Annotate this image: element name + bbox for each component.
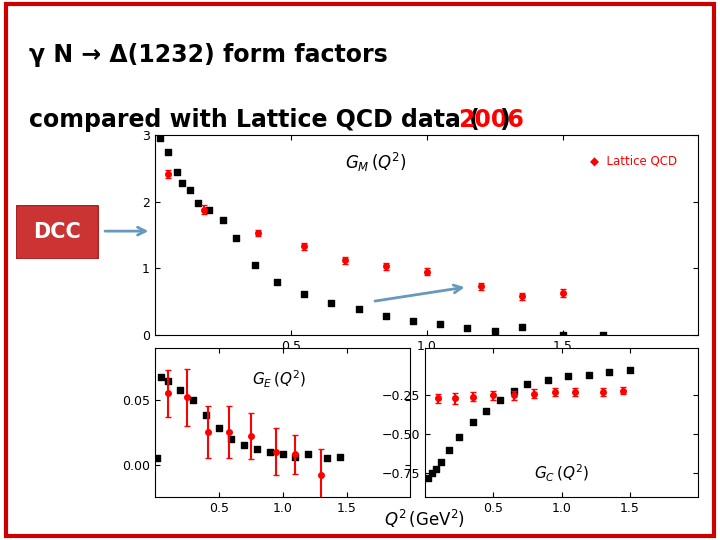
Point [454,433,465,442]
Point [289,453,301,461]
Point [598,330,609,339]
Point [583,370,595,379]
Point [434,320,446,328]
Point [203,205,215,214]
Point [302,450,314,458]
Point [422,474,433,482]
Point [467,417,478,426]
Point [277,450,289,458]
Point [353,305,364,314]
Point [430,464,441,473]
Point [271,277,283,286]
Point [542,375,554,384]
Point [563,372,575,381]
Point [380,312,392,320]
Point [603,367,615,376]
Text: ): ) [499,108,510,132]
Text: ◆  Lattice QCD: ◆ Lattice QCD [590,155,677,168]
Point [171,167,182,176]
Point [624,366,636,375]
Point [226,434,238,443]
Point [156,373,167,381]
Text: γ N → Δ(1232) form factors: γ N → Δ(1232) form factors [29,43,387,67]
Point [152,454,163,462]
Point [264,447,276,456]
Text: $G_E\,(Q^2)$: $G_E\,(Q^2)$ [252,369,306,390]
Point [213,424,225,433]
Point [444,446,455,454]
Point [481,407,492,415]
Point [557,330,568,339]
Point [187,396,199,404]
Point [508,386,520,395]
Point [176,179,188,187]
Point [251,445,263,454]
Point [334,453,346,461]
Text: $G_C\,(Q^2)$: $G_C\,(Q^2)$ [534,463,590,484]
Point [462,324,473,333]
Point [192,199,204,207]
Point [436,458,447,467]
Point [299,289,310,298]
Point [521,380,533,389]
Point [516,322,528,331]
Point [322,454,333,462]
Text: 2006: 2006 [458,108,523,132]
Point [162,376,174,385]
FancyBboxPatch shape [16,205,99,259]
Point [426,469,437,478]
Point [163,147,174,156]
Point [494,396,505,404]
Point [325,299,337,308]
Point [230,234,242,242]
Text: $G_M\,(Q^2)$: $G_M\,(Q^2)$ [345,151,407,174]
Point [155,134,166,143]
Text: DCC: DCC [33,222,81,242]
Point [200,411,212,420]
Point [489,327,500,335]
Text: compared with Lattice QCD data (: compared with Lattice QCD data ( [29,108,480,132]
Point [408,317,419,326]
Point [250,260,261,269]
Point [238,441,250,449]
Point [184,185,196,194]
Text: $Q^2\,(\mathrm{GeV}^2)$: $Q^2\,(\mathrm{GeV}^2)$ [384,508,465,530]
Point [217,216,228,225]
Point [175,386,186,394]
